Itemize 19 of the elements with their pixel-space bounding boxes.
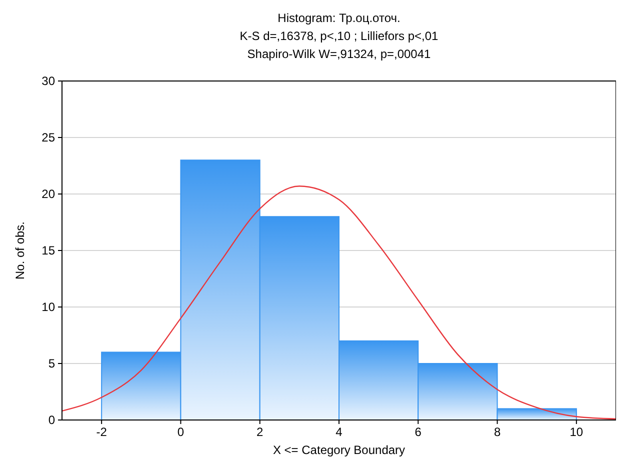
y-tick-label: 5 xyxy=(48,356,56,370)
y-tick-label: 0 xyxy=(48,413,56,427)
x-tick-label: 8 xyxy=(494,425,501,439)
y-tick-label: 15 xyxy=(42,244,56,258)
x-tick-label: 2 xyxy=(256,425,264,439)
y-tick-label: 10 xyxy=(42,300,56,314)
x-tick-label: 4 xyxy=(336,425,343,439)
y-axis-title: No. of obs. xyxy=(13,221,27,280)
x-tick-label: -2 xyxy=(96,425,108,439)
y-tick-label: 30 xyxy=(42,74,56,88)
x-tick-label: 0 xyxy=(177,425,184,439)
x-axis-title: X <= Category Boundary xyxy=(272,443,406,457)
chart-subtitle: K-S d=,16378, p<,10 ; Lilliefors p<,01 Shapiro-Wilk W=,91324, p=,00041 xyxy=(240,29,439,61)
x-tick-label: 6 xyxy=(414,425,422,439)
line-series xyxy=(62,185,616,420)
x-tick-label: 10 xyxy=(570,425,584,439)
y-tick-label: 25 xyxy=(42,130,56,144)
y-tick-label: 20 xyxy=(42,187,56,201)
chart-title: Histogram: Тр.оц.оточ. xyxy=(278,11,400,25)
